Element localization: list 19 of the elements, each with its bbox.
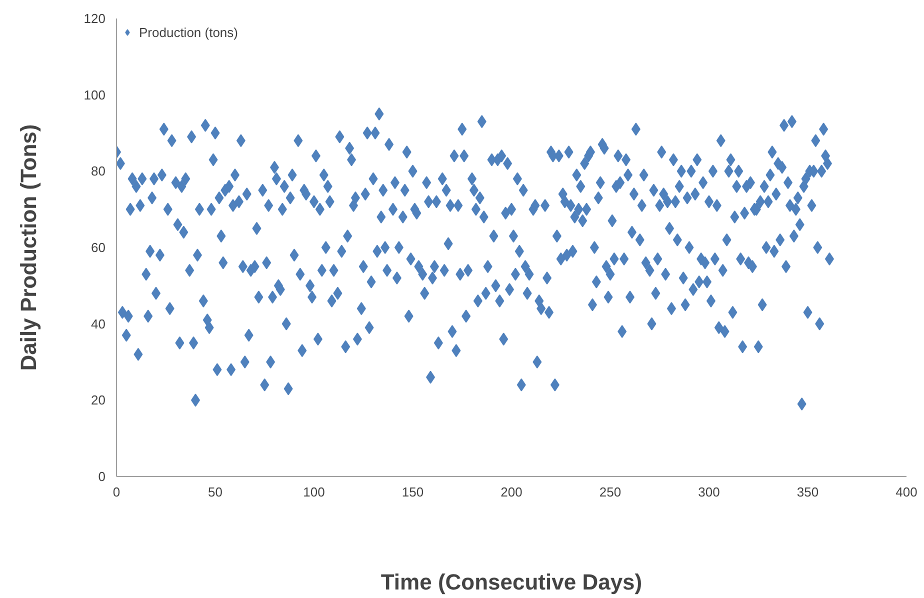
x-tick-label: 400 bbox=[896, 484, 918, 500]
x-axis-title: Time (Consecutive Days) bbox=[380, 570, 642, 594]
x-tick-label: 250 bbox=[599, 484, 622, 500]
y-tick-label: 0 bbox=[98, 469, 106, 484]
x-tick-label: 50 bbox=[208, 484, 222, 500]
x-tick-label: 300 bbox=[698, 484, 720, 500]
x-tick-label: 150 bbox=[402, 484, 424, 500]
y-tick-label: 100 bbox=[84, 87, 106, 102]
y-axis-title: Daily Production (Tons) bbox=[16, 124, 41, 371]
y-tick-label: 20 bbox=[91, 392, 106, 408]
y-tick-label: 120 bbox=[84, 11, 106, 26]
x-tick-label: 100 bbox=[303, 484, 325, 500]
x-tick-label: 350 bbox=[796, 484, 819, 500]
legend-label: Production (tons) bbox=[139, 24, 238, 40]
x-tick-label: 0 bbox=[112, 484, 120, 500]
y-tick-label: 40 bbox=[91, 316, 106, 332]
y-tick-label: 60 bbox=[91, 240, 106, 255]
y-tick-label: 80 bbox=[91, 164, 106, 179]
x-tick-label: 200 bbox=[500, 484, 522, 500]
